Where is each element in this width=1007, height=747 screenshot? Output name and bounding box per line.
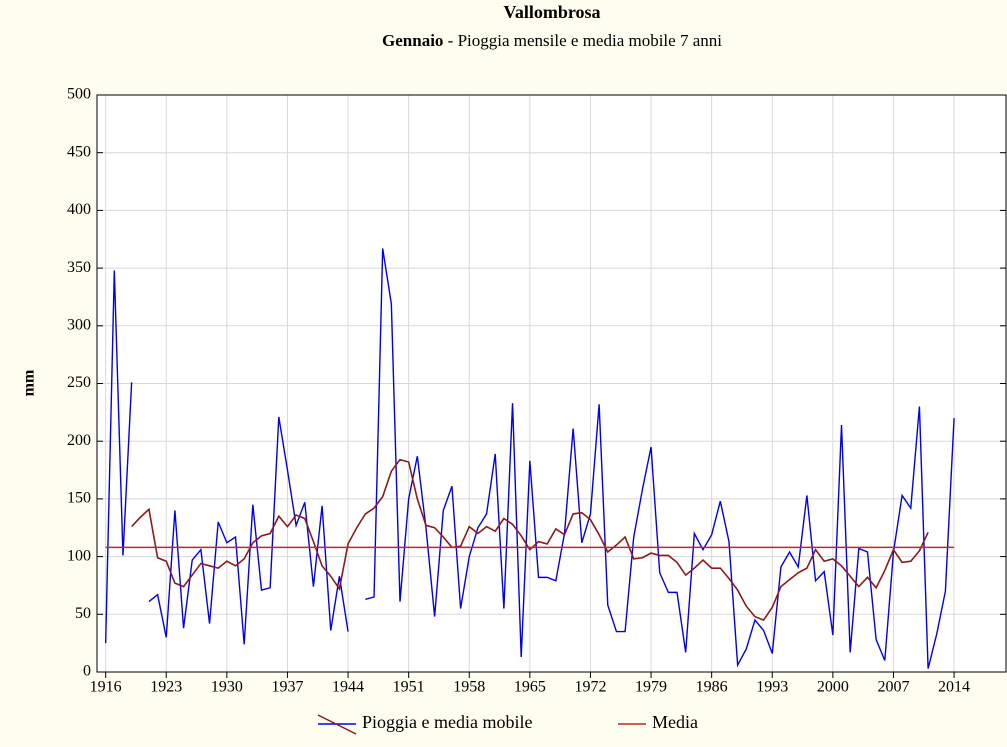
subtitle-bold: Gennaio (382, 31, 443, 50)
y-tick-label: 350 (67, 259, 91, 276)
y-tick-label: 150 (67, 490, 91, 507)
x-tick-label: 1965 (514, 679, 546, 696)
x-tick-label: 1930 (211, 679, 243, 696)
y-tick-label: 250 (67, 374, 91, 391)
x-tick-label: 1923 (150, 679, 182, 696)
y-axis-label: mm (21, 369, 38, 396)
x-tick-label: 1916 (90, 679, 122, 696)
x-tick-label: 1972 (574, 679, 606, 696)
x-tick-label: 1993 (756, 679, 788, 696)
chart-subtitle: Gennaio - Pioggia mensile e media mobile… (382, 31, 722, 50)
legend-label: Media (652, 712, 698, 732)
x-tick-label: 1986 (696, 679, 728, 696)
plot-frame (96, 94, 1007, 673)
x-tick-label: 1958 (453, 679, 485, 696)
y-tick-label: 400 (67, 201, 91, 218)
legend-label: Pioggia e media mobile (362, 712, 532, 732)
y-tick-label: 500 (67, 86, 91, 103)
x-tick-label: 2007 (877, 679, 909, 696)
y-tick-label: 200 (67, 432, 91, 449)
chart-title: Vallombrosa (503, 2, 600, 22)
y-tick-label: 300 (67, 316, 91, 333)
subtitle-text: - Pioggia mensile e media mobile 7 anni (443, 31, 722, 50)
x-tick-label: 1944 (332, 679, 364, 696)
y-tick-label: 450 (67, 143, 91, 160)
legend-swatch (317, 714, 357, 735)
x-tick-label: 2000 (817, 679, 849, 696)
x-tick-label: 1951 (393, 679, 425, 696)
y-tick-label: 50 (75, 605, 91, 622)
x-tick-label: 2014 (938, 679, 970, 696)
x-tick-label: 1937 (271, 679, 303, 696)
y-tick-label: 0 (83, 663, 91, 680)
x-tick-label: 1979 (635, 679, 667, 696)
moving-average-line (131, 458, 929, 622)
y-tick-label: 100 (67, 547, 91, 564)
